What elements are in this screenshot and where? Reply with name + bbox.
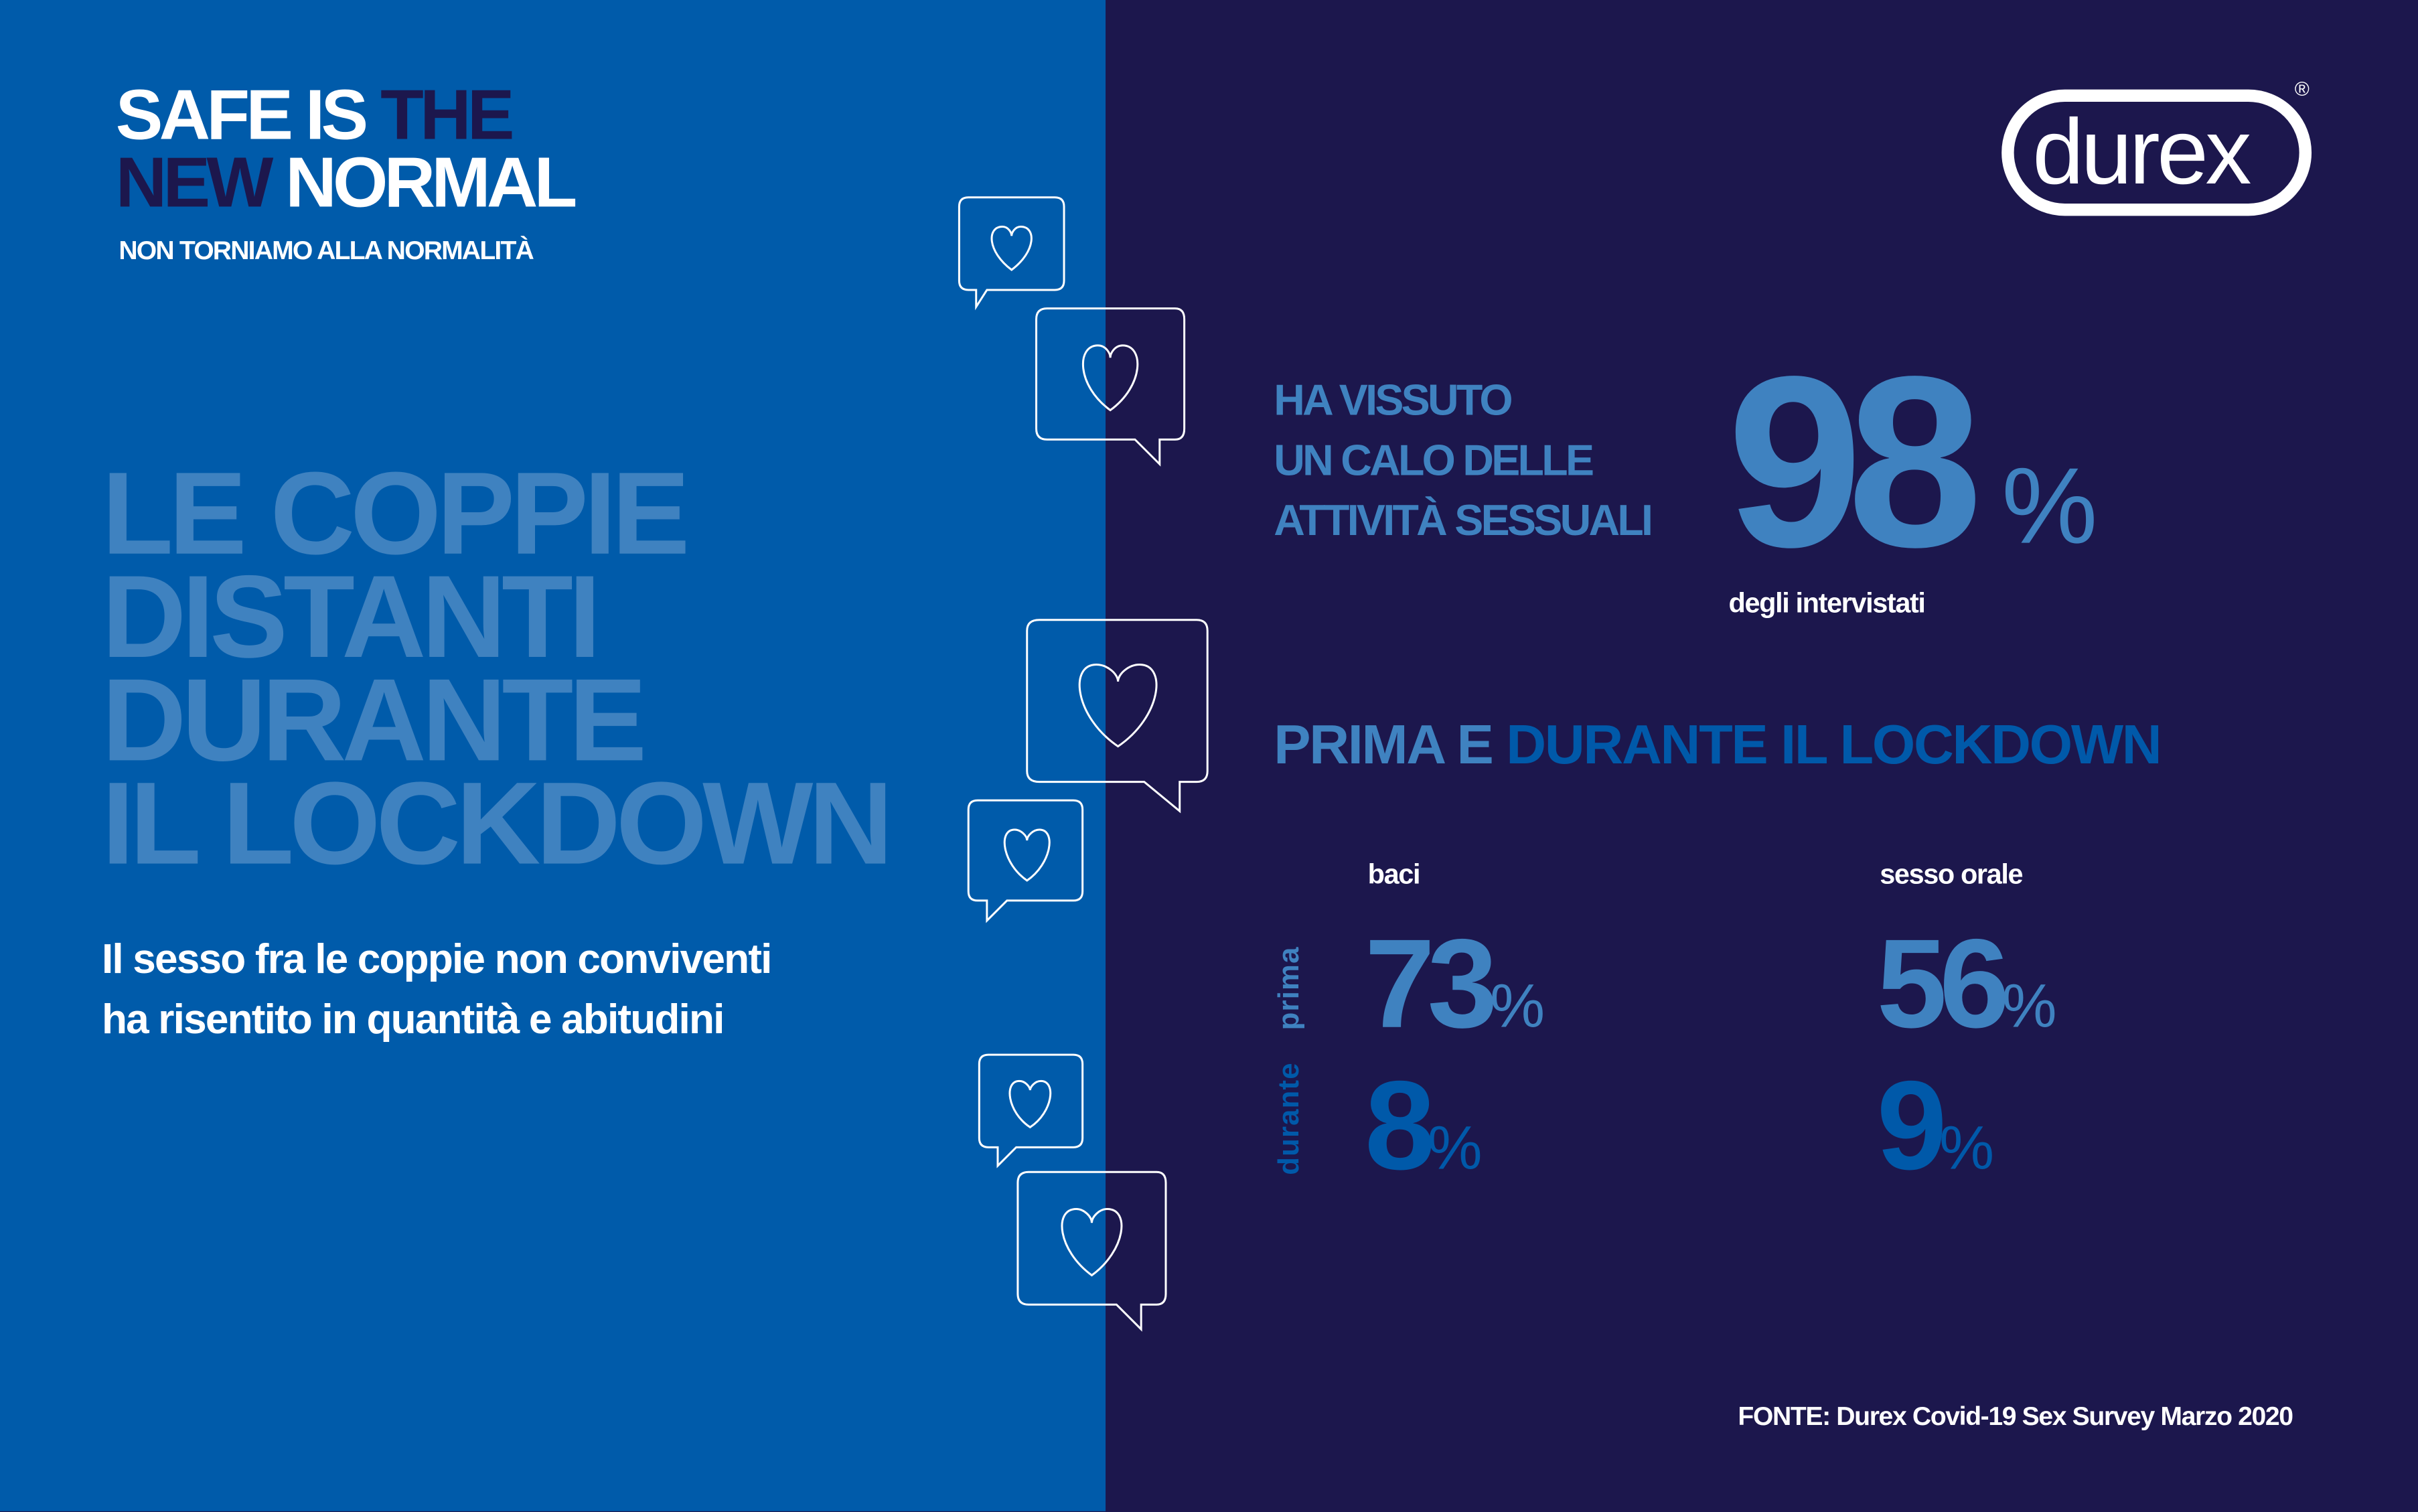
row-label-prima: prima	[1274, 946, 1306, 1031]
stat-label: HA VISSUTO UN CALO DELLE ATTIVITÀ SESSUA…	[1274, 370, 1653, 550]
body-text-line: Il sesso fra le coppie non conviventi	[101, 935, 772, 982]
baci-durante-value: 8%	[1365, 1063, 1483, 1212]
value-number: 56	[1876, 914, 2010, 1055]
source-note: FONTE: Durex Covid-19 Sex Survey Marzo 2…	[1738, 1402, 2293, 1432]
stat-caption: degli intervistati	[1728, 587, 1926, 619]
main-title-line: IL LOCKDOWN	[101, 759, 893, 890]
row-label-durante: durante	[1274, 1062, 1306, 1175]
headline-normal: NORMAL	[285, 141, 577, 222]
value-unit: %	[1939, 1114, 1995, 1183]
value-number: 9	[1876, 1056, 1947, 1197]
durex-logo	[2001, 89, 2312, 216]
headline-safe-is: SAFE IS	[115, 74, 369, 155]
body-text-line: ha risentito in quantità e abitudini	[101, 996, 725, 1043]
value-unit: %	[1427, 1114, 1483, 1183]
sesso-orale-durante-value: 9%	[1877, 1063, 1995, 1212]
column-label-baci: baci	[1367, 858, 1421, 890]
headline-the: THE	[380, 74, 514, 155]
sesso-orale-prima-value: 56%	[1877, 921, 2057, 1070]
durex-logo-text: durex	[2032, 100, 2251, 204]
value-unit: %	[1490, 973, 1545, 1041]
stat-label-line: HA VISSUTO	[1274, 376, 1513, 425]
main-title-line: DISTANTI	[101, 552, 601, 684]
heart-bubble-icon	[958, 196, 1065, 311]
heart-bubble-icon	[1016, 1170, 1167, 1332]
subtitle: NON TORNIAMO ALLA NORMALITÀ	[119, 236, 534, 266]
headline: SAFE IS THE NEW NORMAL	[116, 78, 578, 217]
value-number: 8	[1365, 1056, 1435, 1197]
heart-bubble-icon	[967, 799, 1084, 923]
main-title-line: DURANTE	[101, 655, 647, 787]
right-panel	[1106, 0, 2418, 1511]
value-number: 73	[1365, 914, 1498, 1055]
comparison-title-light: PRIMA E	[1274, 712, 1494, 776]
stat-label-line: ATTIVITÀ SESSUALI	[1274, 496, 1653, 544]
baci-prima-value: 73%	[1365, 921, 1545, 1070]
left-panel	[0, 0, 1106, 1511]
main-title: LE COPPIE DISTANTI DURANTE IL LOCKDOWN	[101, 449, 893, 890]
stat-value: 98	[1727, 327, 1983, 599]
stat-unit: %	[2001, 445, 2098, 566]
heart-bubble-icon	[1035, 307, 1186, 467]
comparison-title: PRIMA E DURANTE IL LOCKDOWN	[1274, 712, 2162, 777]
body-text: Il sesso fra le coppie non conviventi ha…	[101, 930, 772, 1051]
column-label-sesso-orale: sesso orale	[1880, 858, 2023, 890]
stat-label-line: UN CALO DELLE	[1274, 436, 1594, 485]
heart-bubble-icon	[1026, 619, 1209, 814]
headline-new: NEW	[115, 141, 274, 222]
heart-bubble-icon	[978, 1053, 1084, 1168]
registered-mark: ®	[2294, 77, 2310, 100]
main-title-line: LE COPPIE	[101, 449, 690, 580]
comparison-title-dark: DURANTE IL LOCKDOWN	[1506, 712, 2162, 776]
value-unit: %	[2001, 973, 2057, 1041]
